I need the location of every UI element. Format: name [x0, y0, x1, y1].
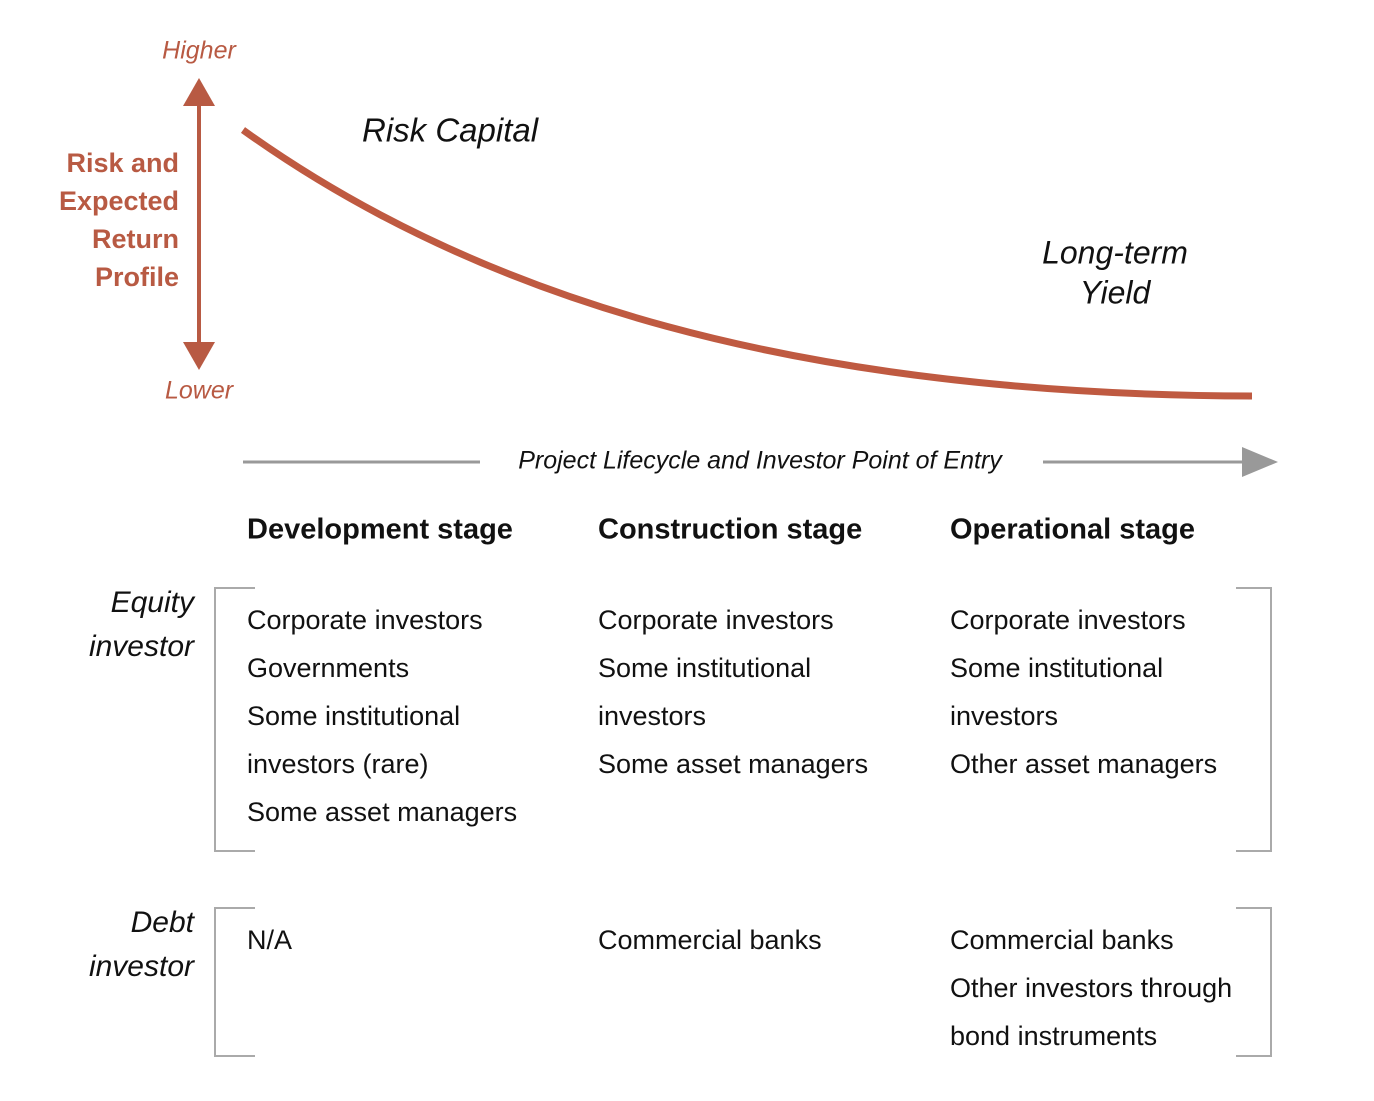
risk-curve — [240, 127, 1253, 400]
bracket — [214, 587, 255, 852]
bracket — [1236, 907, 1272, 1057]
row-label: investor — [89, 630, 195, 663]
curve-start-label: Risk Capital — [362, 112, 540, 149]
cell-line: Some institutional — [950, 653, 1163, 683]
axis-top: Higher — [162, 37, 237, 65]
cell-line: Some institutional — [598, 653, 811, 683]
cell-line: Governments — [247, 653, 409, 683]
bracket — [1236, 587, 1272, 852]
cell-line: investors (rare) — [247, 749, 429, 779]
cell-line: Some asset managers — [598, 749, 868, 779]
cell-line: investors — [598, 701, 706, 731]
axis-bottom: Lower — [165, 377, 235, 405]
cell-line: bond instruments — [950, 1021, 1157, 1051]
stage-header: Development stage — [247, 514, 513, 546]
cell-line: Corporate investors — [247, 605, 483, 635]
arrow-down — [183, 342, 215, 370]
axis-label: Risk and Expected Return Profile — [59, 148, 179, 292]
cell-line: Other asset managers — [950, 749, 1217, 779]
cell-line: Other investors through — [950, 973, 1232, 1003]
cell-line: Commercial banks — [598, 925, 822, 955]
cell-line: investors — [950, 701, 1058, 731]
cell-line: Commercial banks — [950, 925, 1174, 955]
table: Development stage Construction stage Opera… — [89, 514, 1232, 1051]
arrow-up — [183, 78, 215, 106]
bracket — [214, 907, 255, 1057]
curve-end-label: Long-term Yield — [1042, 234, 1188, 310]
axis-label-line: Risk and — [66, 148, 179, 178]
stage-header: Operational stage — [950, 514, 1195, 546]
lifecycle-arrowhead — [1242, 447, 1278, 477]
row-label: investor — [89, 950, 195, 983]
cell-line: Some asset managers — [247, 797, 517, 827]
lifecycle-label: Project Lifecycle and Investor Point of … — [518, 447, 1003, 475]
axis-label-line: Profile — [95, 262, 179, 292]
cell-line: Corporate investors — [950, 605, 1186, 635]
cell-line: Corporate investors — [598, 605, 834, 635]
curve-end-line: Long-term — [1042, 234, 1188, 270]
curve-end-line: Yield — [1080, 274, 1152, 310]
row-label: Debt — [131, 906, 196, 939]
cell-line: N/A — [247, 925, 292, 955]
row-label: Equity — [111, 586, 196, 619]
stage-header: Construction stage — [598, 514, 862, 546]
axis-label-line: Expected — [59, 186, 179, 216]
cell-line: Some institutional — [247, 701, 460, 731]
axis-label-line: Return — [92, 224, 179, 254]
